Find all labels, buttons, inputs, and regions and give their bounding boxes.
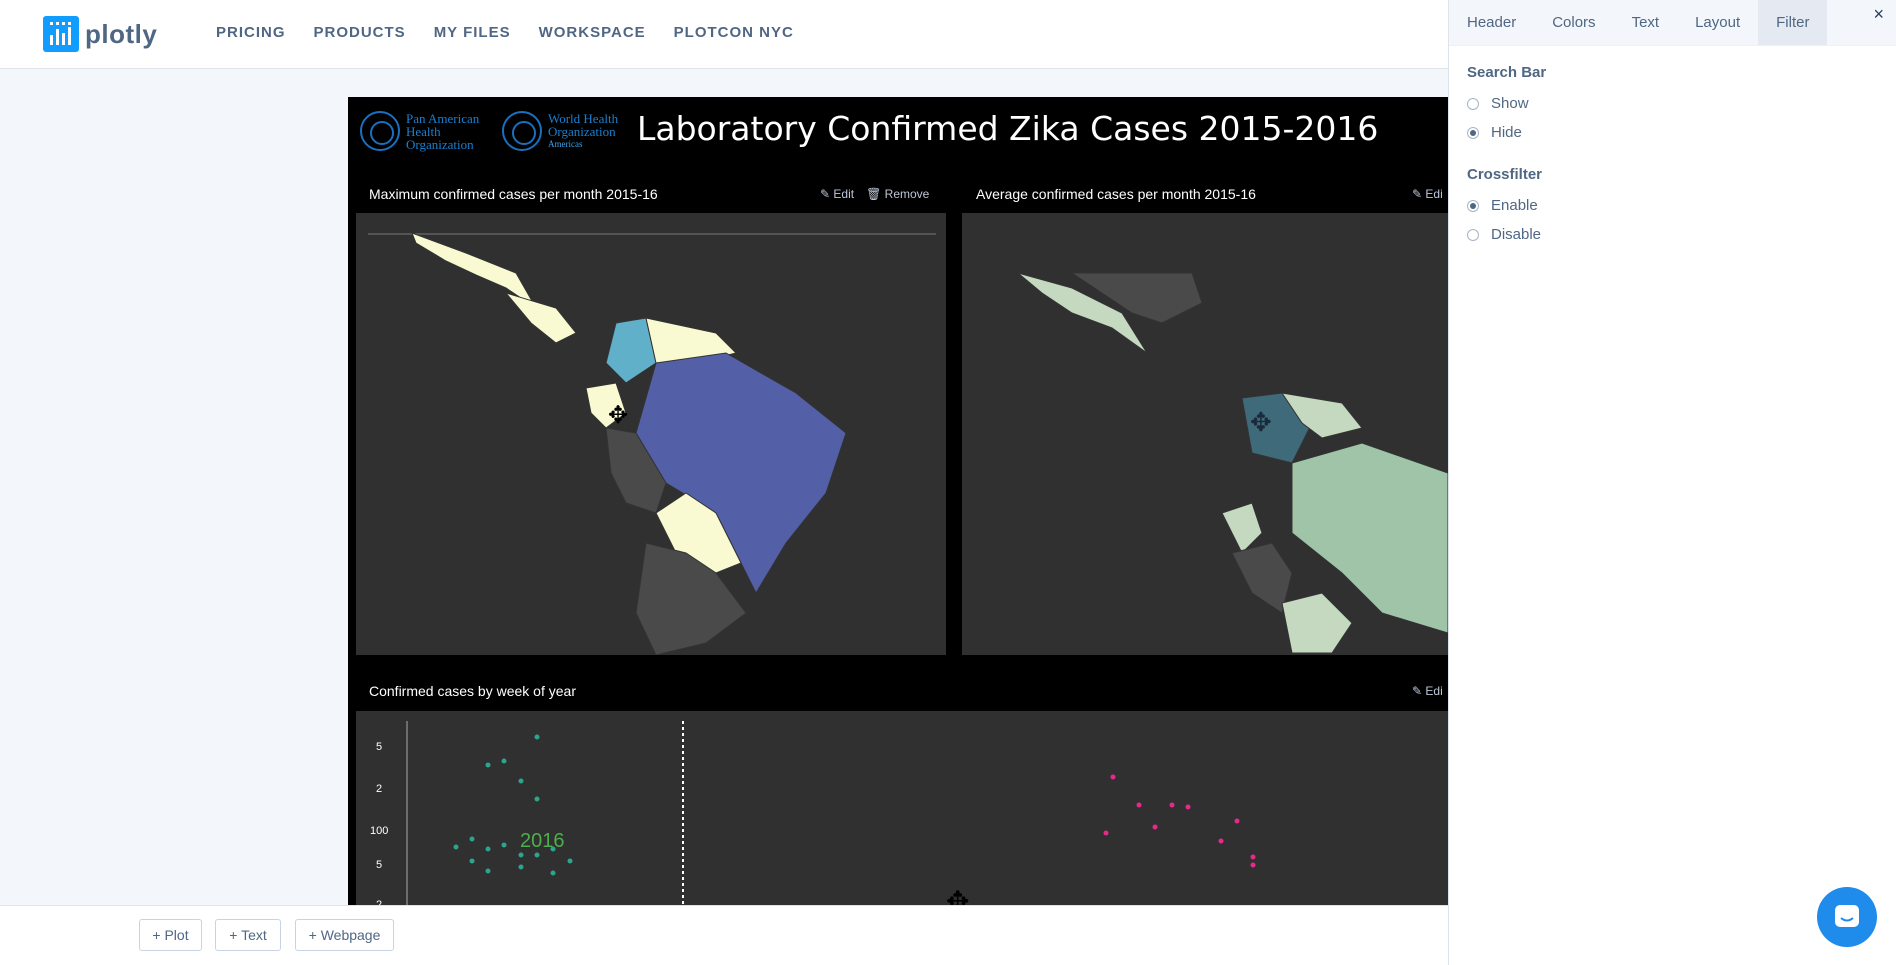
map-panel-avg[interactable]: ✥ xyxy=(962,213,1448,655)
scatter-point xyxy=(1234,818,1240,824)
who-logo: World Health Organization Americas xyxy=(502,111,624,151)
scatter-point xyxy=(485,762,491,768)
crossfilter-enable-option[interactable]: Enable xyxy=(1467,191,1542,220)
dashboard-title[interactable]: Laboratory Confirmed Zika Cases 2015-201… xyxy=(637,109,1379,148)
scatter-point xyxy=(485,846,491,852)
scatter-point xyxy=(534,796,540,802)
search-bar-label: Search Bar xyxy=(1467,64,1547,81)
add-plot-button[interactable]: + Plot xyxy=(139,919,202,951)
scatter-point xyxy=(469,858,475,864)
y-tick: 100 xyxy=(370,825,388,837)
scatter-point xyxy=(1185,804,1191,810)
tab-layout[interactable]: Layout xyxy=(1695,14,1741,31)
panel-2-title: Average confirmed cases per month 2015-1… xyxy=(976,186,1256,202)
scatter-point xyxy=(1103,830,1109,836)
search-bar-show-option[interactable]: Show xyxy=(1467,89,1546,118)
move-handle-icon: ✥ xyxy=(946,886,969,905)
main-nav: PRICING PRODUCTS MY FILES WORKSPACE PLOT… xyxy=(216,24,794,41)
tab-filter[interactable]: Filter xyxy=(1758,0,1828,45)
scatter-point xyxy=(501,758,507,764)
crossfilter-enable-radio[interactable] xyxy=(1467,199,1479,212)
dashboard-canvas: Pan American Health Organization World H… xyxy=(348,97,1448,905)
crossfilter-disable-option[interactable]: Disable xyxy=(1467,220,1542,249)
panel-1-actions: ✎ Edit 🗑 Remove xyxy=(820,187,929,201)
panel-1-remove-button[interactable]: 🗑 Remove xyxy=(866,187,930,201)
y-tick: 2 xyxy=(376,899,382,905)
panel-3-edit-button[interactable]: ✎ Edi xyxy=(1412,684,1443,698)
header-logos: Pan American Health Organization World H… xyxy=(360,111,624,151)
paho-logo-text: Pan American Health Organization xyxy=(406,110,480,152)
search-bar-hide-option[interactable]: Hide xyxy=(1467,118,1546,147)
nav-pricing[interactable]: PRICING xyxy=(216,24,286,41)
close-icon[interactable]: × xyxy=(1873,4,1884,24)
tab-colors[interactable]: Colors xyxy=(1552,14,1596,31)
panel-1-title: Maximum confirmed cases per month 2015-1… xyxy=(369,186,658,202)
sidebar-tabs: Header Colors Text Layout Filter xyxy=(1449,0,1896,46)
chat-button[interactable] xyxy=(1817,887,1877,947)
top-navigation-bar: plotly PRICING PRODUCTS MY FILES WORKSPA… xyxy=(0,0,1448,69)
paho-globe-icon xyxy=(360,111,400,151)
who-globe-icon xyxy=(502,111,542,151)
scatter-point xyxy=(1169,802,1175,808)
scatter-point xyxy=(1218,838,1224,844)
y-tick: 5 xyxy=(376,741,382,753)
nav-my-files[interactable]: MY FILES xyxy=(433,24,511,41)
map-panel-max[interactable]: ✥ xyxy=(356,213,946,656)
add-webpage-button[interactable]: + Webpage xyxy=(295,919,394,951)
scatter-point xyxy=(501,842,507,848)
scatter-point xyxy=(485,868,491,874)
crossfilter-section: Crossfilter Enable Disable xyxy=(1467,166,1542,249)
scatter-point xyxy=(518,778,524,784)
tab-header[interactable]: Header xyxy=(1467,14,1517,31)
scatter-panel[interactable]: 5 2 100 5 2 2016 ✥ xyxy=(356,711,1448,905)
nav-plotcon-nyc[interactable]: PLOTCON NYC xyxy=(673,24,794,41)
scatter-point xyxy=(534,734,540,740)
search-bar-section: Search Bar Show Hide xyxy=(1467,64,1546,147)
y-tick: 2 xyxy=(376,783,382,795)
who-logo-sub: Americas xyxy=(548,138,583,149)
scatter-weekly-cases[interactable]: 5 2 100 5 2 2016 ✥ xyxy=(356,711,1448,905)
plotly-logo-text: plotly xyxy=(85,18,158,49)
scatter-point xyxy=(534,852,540,858)
scatter-point xyxy=(518,864,524,870)
crossfilter-label: Crossfilter xyxy=(1467,166,1543,183)
scatter-point xyxy=(1250,862,1256,868)
crossfilter-disable-radio[interactable] xyxy=(1467,228,1479,241)
scatter-point xyxy=(1110,774,1116,780)
paho-logo: Pan American Health Organization xyxy=(360,111,484,151)
panel-2-edit-button[interactable]: ✎ Edi xyxy=(1412,187,1443,201)
search-bar-hide-radio[interactable] xyxy=(1467,126,1479,139)
map-max-cases[interactable]: ✥ xyxy=(356,213,946,656)
search-bar-show-radio[interactable] xyxy=(1467,97,1479,110)
panel-1-edit-button[interactable]: ✎ Edit xyxy=(820,187,855,201)
move-handle-icon: ✥ xyxy=(1250,407,1272,437)
map-avg-cases[interactable]: ✥ xyxy=(962,213,1448,655)
nav-products[interactable]: PRODUCTS xyxy=(313,24,406,41)
scatter-point xyxy=(1250,854,1256,860)
scatter-point xyxy=(1136,802,1142,808)
scatter-point xyxy=(567,858,573,864)
nav-workspace[interactable]: WORKSPACE xyxy=(538,24,646,41)
bottom-toolbar: + Plot + Text + Webpage xyxy=(0,905,1448,965)
panel-3-title: Confirmed cases by week of year xyxy=(369,683,576,699)
scatter-point xyxy=(453,844,459,850)
plotly-logo-icon xyxy=(43,16,79,52)
add-text-button[interactable]: + Text xyxy=(215,919,281,951)
scatter-point xyxy=(550,870,556,876)
tab-text[interactable]: Text xyxy=(1631,14,1660,31)
scatter-point xyxy=(1152,824,1158,830)
y-tick: 5 xyxy=(376,859,382,871)
plotly-logo[interactable]: plotly xyxy=(43,16,157,52)
move-handle-icon: ✥ xyxy=(608,402,628,429)
chat-icon xyxy=(1835,905,1859,927)
who-logo-text: World Health Organization xyxy=(548,110,619,139)
panel-3-actions: ✎ Edi xyxy=(1412,684,1443,698)
scatter-point xyxy=(518,852,524,858)
scatter-point xyxy=(469,836,475,842)
year-label: 2016 xyxy=(520,830,565,852)
settings-sidebar: Header Colors Text Layout Filter × Searc… xyxy=(1448,0,1896,965)
scatter-point xyxy=(550,846,556,852)
panel-2-actions: ✎ Edi xyxy=(1412,187,1443,201)
